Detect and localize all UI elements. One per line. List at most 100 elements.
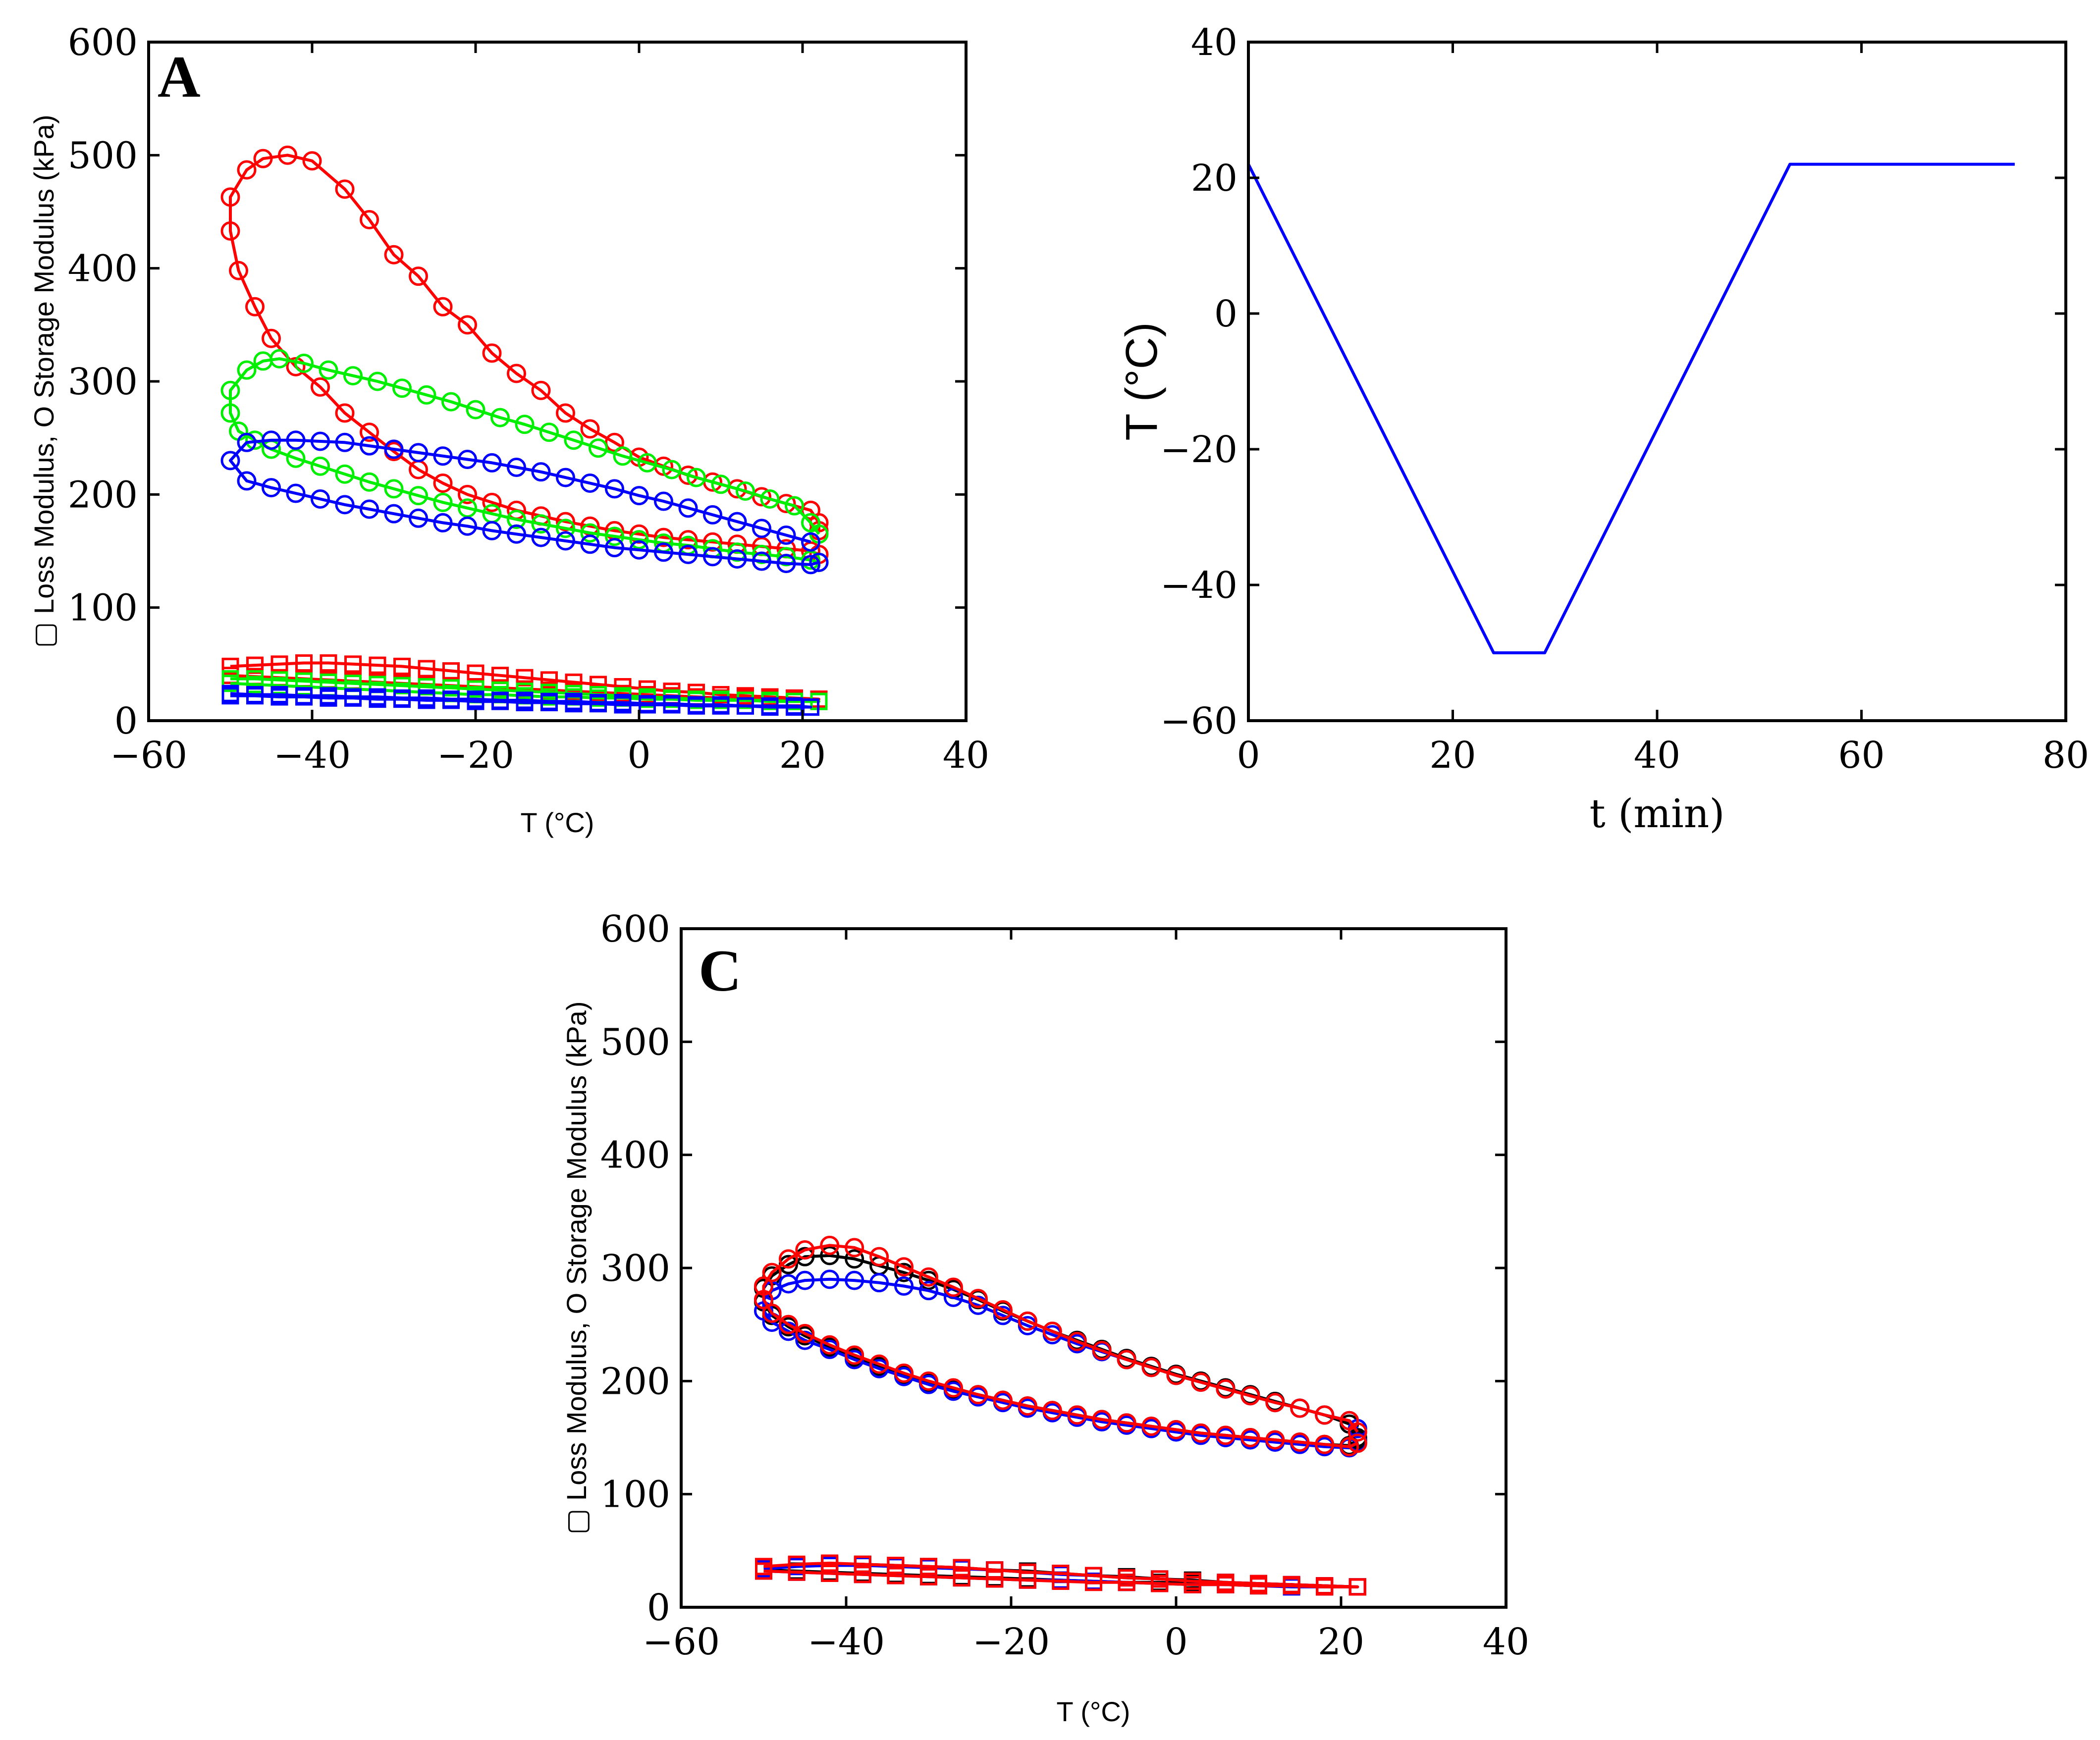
series-line-6 — [763, 1561, 1359, 1588]
y-tick-label: 200 — [600, 1360, 670, 1403]
data-point-circle — [482, 343, 502, 363]
data-point-circle — [531, 527, 551, 547]
data-point-circle — [417, 385, 436, 405]
data-point-circle — [335, 179, 355, 199]
data-point-square — [986, 1570, 1004, 1588]
data-point-circle — [1067, 1331, 1087, 1351]
panel-b-x-tick-labels: 0 20 40 60 80 — [1237, 734, 2089, 777]
data-point-circle — [678, 498, 698, 518]
data-point-circle — [433, 492, 453, 512]
data-point-circle — [776, 547, 796, 567]
data-point-circle — [409, 486, 428, 506]
data-point-circle — [776, 554, 796, 574]
panel-b-x-axis-label: t (min) — [1590, 791, 1725, 837]
data-point-circle — [441, 392, 461, 412]
data-point-square — [821, 1554, 839, 1572]
data-point-circle — [515, 415, 535, 434]
data-point-circle — [433, 446, 453, 466]
data-point-circle — [269, 349, 289, 369]
data-point-square — [1184, 1576, 1201, 1593]
x-tick-label: 0 — [1237, 734, 1260, 777]
data-point-circle — [1347, 1433, 1367, 1453]
data-point-circle — [727, 549, 747, 569]
data-point-square — [540, 671, 558, 689]
data-point-circle — [589, 438, 608, 458]
data-point-circle — [727, 512, 747, 531]
data-point-circle — [531, 514, 551, 534]
data-point-circle — [760, 489, 780, 509]
data-point-square — [755, 1562, 772, 1580]
data-point-circle — [752, 487, 771, 507]
panel-c-x-tick-labels: −60 −40 −20 0 20 40 — [643, 1621, 1529, 1663]
data-point-circle — [262, 430, 281, 450]
data-point-circle — [556, 403, 575, 423]
data-point-circle — [943, 1277, 963, 1297]
data-point-square — [344, 655, 362, 673]
data-point-circle — [335, 464, 355, 484]
data-point-circle — [801, 532, 820, 552]
data-point-circle — [754, 1290, 773, 1310]
panel-a-y-tick-labels: 0 100 200 300 400 500 600 — [68, 21, 138, 742]
data-point-circle — [1166, 1366, 1186, 1385]
data-point-circle — [654, 542, 673, 562]
data-point-square — [565, 695, 583, 713]
data-point-circle — [943, 1287, 963, 1307]
y-tick-label: −60 — [1160, 700, 1238, 742]
data-point-circle — [360, 422, 379, 442]
data-point-circle — [629, 486, 649, 506]
data-point-circle — [220, 380, 240, 400]
data-point-circle — [458, 516, 477, 536]
data-point-circle — [1092, 1341, 1112, 1361]
panel-a: −60 −40 −20 0 20 40 0 100 200 300 400 500 600 A T (… — [28, 21, 989, 838]
data-point-circle — [311, 431, 330, 451]
data-point-square — [590, 695, 607, 713]
x-tick-label: −60 — [643, 1621, 720, 1663]
data-point-circle — [993, 1306, 1013, 1325]
panel-a-x-tick-labels: −60 −40 −20 0 20 40 — [110, 734, 989, 777]
data-point-circle — [482, 492, 502, 512]
data-point-circle — [319, 360, 338, 380]
panel-b-y-tick-labels: −60 −40 −20 0 20 40 — [1160, 21, 1238, 742]
data-point-circle — [1042, 1401, 1062, 1421]
data-point-circle — [703, 532, 722, 552]
data-point-circle — [687, 468, 706, 487]
data-point-circle — [531, 462, 551, 482]
data-point-circle — [678, 466, 698, 485]
data-point-circle — [1166, 1420, 1186, 1440]
data-point-square — [320, 654, 337, 672]
panel-c: −60 −40 −20 0 20 40 0 100 200 300 400 500 600 C T (… — [561, 908, 1529, 1727]
data-point-circle — [556, 519, 575, 538]
data-point-square — [393, 657, 411, 675]
data-point-circle — [507, 510, 526, 529]
data-point-square — [270, 677, 288, 694]
data-point-circle — [482, 521, 502, 540]
data-point-circle — [539, 422, 559, 442]
data-point-circle — [335, 403, 355, 423]
data-point-circle — [1265, 1393, 1285, 1413]
data-point-circle — [433, 513, 453, 532]
x-tick-label: 40 — [1634, 734, 1680, 777]
data-point-square — [369, 690, 386, 708]
x-tick-label: −60 — [110, 734, 187, 777]
data-point-circle — [654, 527, 673, 547]
data-point-circle — [605, 538, 624, 558]
data-point-circle — [580, 523, 600, 543]
data-point-circle — [335, 432, 355, 452]
data-point-circle — [220, 451, 240, 471]
x-tick-label: −20 — [437, 734, 514, 777]
data-point-circle — [531, 380, 551, 400]
data-point-circle — [409, 508, 428, 528]
data-point-square — [887, 1567, 905, 1584]
data-point-circle — [507, 364, 526, 383]
data-point-circle — [605, 527, 624, 546]
y-tick-label: −20 — [1160, 428, 1238, 471]
y-tick-label: −40 — [1160, 564, 1238, 607]
panel-c-y-axis-label: ▢ Loss Modulus, O Storage Modulus (kPa) — [561, 1002, 592, 1535]
data-point-circle — [869, 1354, 889, 1374]
data-point-circle — [845, 1345, 864, 1365]
data-point-circle — [778, 1249, 798, 1269]
data-point-circle — [360, 472, 379, 492]
data-point-circle — [776, 526, 796, 545]
panel-c-y-tick-labels: 0 100 200 300 400 500 600 — [600, 908, 670, 1629]
series-line-2 — [229, 357, 820, 564]
